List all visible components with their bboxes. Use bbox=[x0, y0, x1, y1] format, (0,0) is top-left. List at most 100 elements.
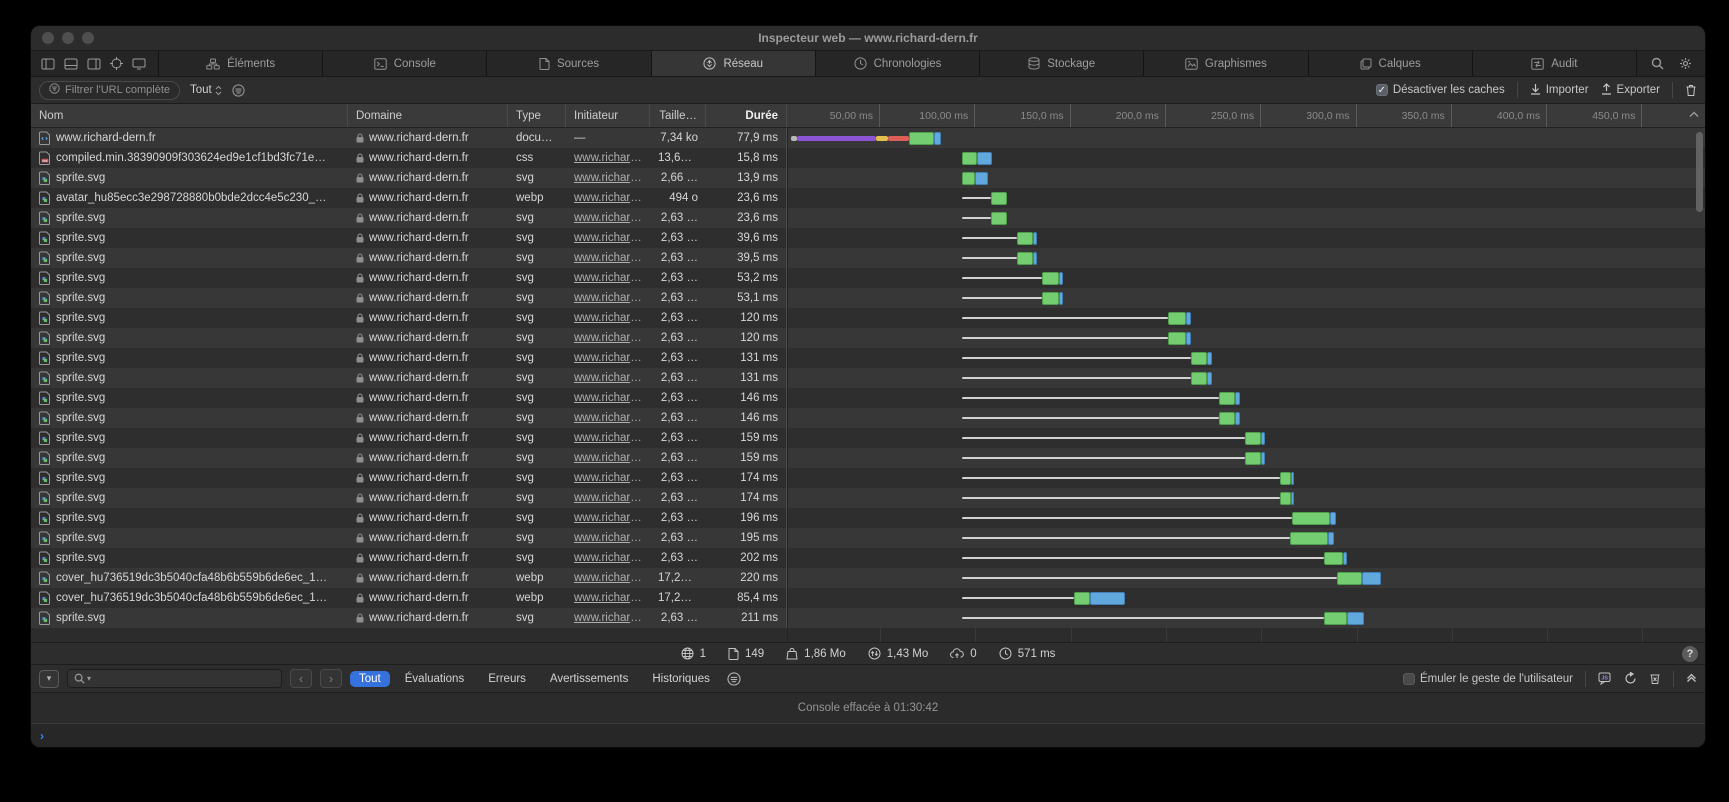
waterfall-row[interactable] bbox=[788, 268, 1705, 288]
disable-caches-checkbox[interactable]: ✓ Désactiver les caches bbox=[1376, 84, 1505, 96]
columns-options-icon[interactable] bbox=[232, 84, 245, 97]
waterfall-row[interactable] bbox=[788, 188, 1705, 208]
resource-initiator[interactable]: www.richard-d… bbox=[574, 452, 642, 464]
resource-initiator[interactable]: www.richard-d… bbox=[574, 292, 642, 304]
clear-network-trash-icon[interactable] bbox=[1685, 84, 1697, 97]
column-header-domain[interactable]: Domaine bbox=[348, 104, 508, 127]
vertical-scrollbar-thumb[interactable] bbox=[1696, 132, 1703, 212]
table-row[interactable]: sprite.svg www.richard-dern.fr svg www.r… bbox=[31, 228, 787, 248]
console-tab-tout[interactable]: Tout bbox=[350, 671, 390, 687]
waterfall-row[interactable] bbox=[788, 148, 1705, 168]
waterfall-row[interactable] bbox=[788, 348, 1705, 368]
resource-initiator[interactable]: www.richard-d… bbox=[574, 532, 642, 544]
tab-calques[interactable]: Calques bbox=[1309, 51, 1473, 76]
resource-initiator[interactable]: www.richard-d… bbox=[574, 232, 642, 244]
column-header-size[interactable]: Taille… bbox=[650, 104, 706, 127]
table-row[interactable]: sprite.svg www.richard-dern.fr svg www.r… bbox=[31, 448, 787, 468]
table-row[interactable]: sprite.svg www.richard-dern.fr svg www.r… bbox=[31, 168, 787, 188]
dock-bottom-icon[interactable] bbox=[64, 58, 78, 70]
console-tab-historiques[interactable]: Historiques bbox=[643, 671, 719, 687]
resource-initiator[interactable]: www.richard-d… bbox=[574, 372, 642, 384]
column-header-duration[interactable]: Durée bbox=[706, 104, 787, 127]
table-row[interactable]: sprite.svg www.richard-dern.fr svg www.r… bbox=[31, 508, 787, 528]
dock-left-icon[interactable] bbox=[41, 58, 55, 70]
waterfall-row[interactable] bbox=[788, 548, 1705, 568]
resource-initiator[interactable]: www.richard-d… bbox=[574, 172, 642, 184]
console-prompt-row[interactable]: › bbox=[31, 724, 1705, 747]
console-tab-evaluations[interactable]: Évaluations bbox=[396, 671, 473, 687]
clear-console-trash-icon[interactable] bbox=[1649, 672, 1661, 685]
tab-graphismes[interactable]: Graphismes bbox=[1144, 51, 1308, 76]
element-picker-icon[interactable] bbox=[110, 57, 123, 70]
waterfall-row[interactable] bbox=[788, 508, 1705, 528]
resource-initiator[interactable]: www.richard-d… bbox=[574, 152, 642, 164]
waterfall-row[interactable] bbox=[788, 468, 1705, 488]
tab-console[interactable]: Console bbox=[323, 51, 487, 76]
table-row[interactable]: sprite.svg www.richard-dern.fr svg www.r… bbox=[31, 548, 787, 568]
table-row[interactable]: sprite.svg www.richard-dern.fr svg www.r… bbox=[31, 328, 787, 348]
resource-initiator[interactable]: www.richard-d… bbox=[574, 432, 642, 444]
waterfall-row[interactable] bbox=[788, 528, 1705, 548]
resource-type-select[interactable]: Tout bbox=[190, 84, 222, 96]
tab-chronologies[interactable]: Chronologies bbox=[816, 51, 980, 76]
column-header-initiator[interactable]: Initiateur bbox=[566, 104, 650, 127]
console-options-icon[interactable] bbox=[727, 672, 741, 686]
tab-sources[interactable]: Sources bbox=[487, 51, 651, 76]
waterfall-row[interactable] bbox=[788, 388, 1705, 408]
dock-right-icon[interactable] bbox=[87, 58, 101, 70]
table-row[interactable]: cover_hu736519dc3b5040cfa48b6b559b6de6ec… bbox=[31, 588, 787, 608]
table-row[interactable]: sprite.svg www.richard-dern.fr svg www.r… bbox=[31, 308, 787, 328]
console-tab-erreurs[interactable]: Erreurs bbox=[479, 671, 535, 687]
waterfall-row[interactable] bbox=[788, 308, 1705, 328]
waterfall-row[interactable] bbox=[788, 568, 1705, 588]
waterfall-row[interactable] bbox=[788, 128, 1705, 148]
resource-initiator[interactable]: www.richard-d… bbox=[574, 352, 642, 364]
table-row[interactable]: sprite.svg www.richard-dern.fr svg www.r… bbox=[31, 468, 787, 488]
tab-audit[interactable]: Audit bbox=[1473, 51, 1637, 76]
waterfall-row[interactable] bbox=[788, 428, 1705, 448]
resource-initiator[interactable]: www.richard-d… bbox=[574, 512, 642, 524]
gear-icon[interactable] bbox=[1673, 54, 1697, 74]
table-row[interactable]: sprite.svg www.richard-dern.fr svg www.r… bbox=[31, 348, 787, 368]
console-tab-avertissements[interactable]: Avertissements bbox=[541, 671, 637, 687]
column-header-type[interactable]: Type bbox=[508, 104, 566, 127]
waterfall-row[interactable] bbox=[788, 448, 1705, 468]
table-row[interactable]: sprite.svg www.richard-dern.fr svg www.r… bbox=[31, 288, 787, 308]
resource-initiator[interactable]: www.richard-d… bbox=[574, 572, 642, 584]
console-scope-button[interactable]: ▾ bbox=[39, 670, 59, 688]
resource-initiator[interactable]: www.richard-d… bbox=[574, 332, 642, 344]
refresh-icon[interactable] bbox=[1624, 672, 1637, 685]
table-row[interactable]: sprite.svg www.richard-dern.fr svg www.r… bbox=[31, 248, 787, 268]
table-row[interactable]: sprite.svg www.richard-dern.fr svg www.r… bbox=[31, 428, 787, 448]
waterfall-row[interactable] bbox=[788, 248, 1705, 268]
resource-initiator[interactable]: www.richard-d… bbox=[574, 312, 642, 324]
collapse-console-icon[interactable] bbox=[1686, 673, 1697, 684]
waterfall-row[interactable] bbox=[788, 208, 1705, 228]
resource-initiator[interactable]: www.richard-d… bbox=[574, 272, 642, 284]
table-row[interactable]: sprite.svg www.richard-dern.fr svg www.r… bbox=[31, 528, 787, 548]
table-row[interactable]: sprite.svg www.richard-dern.fr svg www.r… bbox=[31, 408, 787, 428]
resource-initiator[interactable]: www.richard-d… bbox=[574, 212, 642, 224]
waterfall-row[interactable] bbox=[788, 368, 1705, 388]
resource-initiator[interactable]: www.richard-d… bbox=[574, 612, 642, 624]
url-filter-input[interactable]: Filtrer l'URL complète bbox=[39, 81, 180, 100]
console-search-input[interactable]: ▾ bbox=[67, 669, 282, 688]
table-row[interactable]: sprite.svg www.richard-dern.fr svg www.r… bbox=[31, 608, 787, 628]
waterfall-row[interactable] bbox=[788, 608, 1705, 628]
timeline-collapse-chevron-icon[interactable] bbox=[1689, 109, 1699, 121]
tab-elements[interactable]: Éléments bbox=[159, 51, 323, 76]
waterfall-row[interactable] bbox=[788, 168, 1705, 188]
waterfall-row[interactable] bbox=[788, 588, 1705, 608]
resource-initiator[interactable]: www.richard-d… bbox=[574, 552, 642, 564]
waterfall-row[interactable] bbox=[788, 408, 1705, 428]
table-row[interactable]: csscompiled.min.38390909f303624ed9e1cf1b… bbox=[31, 148, 787, 168]
resource-initiator[interactable]: www.richard-d… bbox=[574, 472, 642, 484]
tab-stockage[interactable]: Stockage bbox=[980, 51, 1144, 76]
search-icon[interactable] bbox=[1645, 54, 1669, 74]
resource-initiator[interactable]: www.richard-d… bbox=[574, 192, 642, 204]
table-row[interactable]: www.richard-dern.fr www.richard-dern.fr … bbox=[31, 128, 787, 148]
resource-initiator[interactable]: www.richard-d… bbox=[574, 492, 642, 504]
table-row[interactable]: sprite.svg www.richard-dern.fr svg www.r… bbox=[31, 368, 787, 388]
tab-reseau[interactable]: Réseau bbox=[652, 51, 816, 76]
table-row[interactable]: cover_hu736519dc3b5040cfa48b6b559b6de6ec… bbox=[31, 568, 787, 588]
